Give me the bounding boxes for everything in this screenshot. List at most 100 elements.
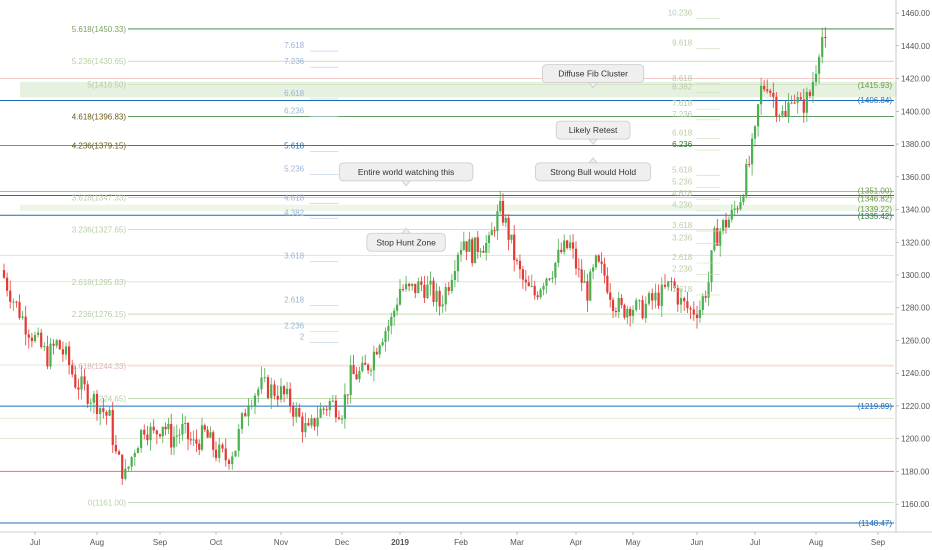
fan-label-0: 7.618 [284, 41, 305, 50]
y-tick-label-13: 1420.00 [901, 75, 930, 84]
annotation-pointer-3 [401, 180, 411, 187]
candle-body-105 [325, 409, 328, 411]
candle-body-146 [447, 287, 450, 291]
candle-body-185 [560, 249, 563, 253]
candle-body-16 [52, 343, 55, 346]
candle-body-168 [510, 234, 513, 240]
candle-body-224 [676, 288, 679, 305]
candle-body-116 [358, 371, 361, 380]
candle-body-174 [527, 282, 530, 287]
candle-body-246 [742, 196, 745, 203]
candle-body-106 [328, 401, 331, 410]
candle-body-93 [289, 388, 292, 407]
candle-body-39 [124, 468, 127, 479]
candle-body-54 [170, 423, 173, 448]
right-fan-label-9: 5.236 [672, 178, 693, 187]
candle-body-81 [250, 405, 253, 407]
fib-label-5: 3.618(1347.33) [72, 194, 127, 203]
candle-body-6 [21, 316, 24, 318]
candle-body-57 [178, 434, 181, 436]
candle-body-119 [367, 364, 370, 371]
candle-body-94 [292, 406, 295, 417]
candle-body-82 [253, 395, 257, 406]
candle-body-97 [301, 416, 304, 433]
annotation-text-0: Diffuse Fib Cluster [558, 69, 628, 79]
fib-label-7: 2.618(1295.83) [72, 278, 127, 287]
x-tick-label-13: Aug [809, 538, 823, 547]
candle-body-191 [577, 268, 580, 270]
candle-body-68 [209, 432, 212, 438]
right-fan-label-11: 4.236 [672, 201, 693, 210]
right-fan-label-5: 7.236 [672, 110, 693, 119]
candle-body-178 [539, 289, 542, 298]
candle-body-262 [790, 102, 793, 104]
candle-body-90 [279, 386, 283, 400]
candle-body-23 [74, 374, 77, 388]
candle-body-143 [438, 290, 441, 307]
candle-body-43 [136, 448, 140, 454]
candle-body-253 [763, 85, 766, 90]
candle-body-71 [218, 444, 221, 458]
x-tick-label-10: May [625, 538, 640, 547]
candle-body-74 [227, 460, 231, 465]
candle-body-111 [343, 394, 346, 419]
candle-body-145 [444, 287, 447, 305]
candle-body-30 [95, 393, 99, 414]
candle-body-85 [263, 377, 266, 379]
right-fan-label-1: 9.618 [672, 39, 693, 48]
candle-body-56 [175, 435, 178, 437]
candle-body-17 [55, 340, 58, 346]
candle-body-154 [471, 239, 474, 264]
candle-body-108 [334, 400, 337, 418]
annotation-pointer-0 [588, 82, 598, 89]
candle-body-241 [727, 219, 730, 228]
annotation-1[interactable]: Likely Retest [555, 120, 631, 145]
candle-body-180 [545, 278, 548, 286]
candle-body-32 [102, 408, 105, 412]
candle-body-27 [86, 384, 89, 404]
annotation-4[interactable]: Stop Hunt Zone [366, 227, 446, 252]
candle-body-70 [214, 449, 218, 458]
candle-body-229 [692, 309, 695, 315]
candle-body-76 [234, 450, 237, 457]
candle-body-200 [603, 263, 606, 276]
candle-body-158 [482, 250, 485, 253]
candle-body-139 [426, 284, 429, 299]
annotation-2[interactable]: Strong Bull would Hold [535, 157, 652, 182]
candle-body-95 [295, 408, 298, 417]
annotation-3[interactable]: Entire world watching this [338, 162, 474, 187]
x-tick-label-5: Dec [335, 538, 349, 547]
x-tick-label-1: Aug [90, 538, 104, 547]
chart-candles [2, 27, 827, 485]
candle-body-231 [698, 309, 701, 319]
annotation-0[interactable]: Diffuse Fib Cluster [542, 64, 645, 89]
candle-body-193 [583, 281, 586, 283]
candle-body-268 [808, 91, 811, 96]
candle-body-227 [686, 301, 689, 309]
candle-body-33 [105, 411, 108, 416]
right-price-label-1: (1406.84) [858, 96, 893, 105]
chart-annotations[interactable]: Diffuse Fib Cluster Likely Retest Strong B… [338, 64, 652, 252]
candle-body-34 [108, 409, 111, 416]
candle-body-125 [384, 331, 387, 342]
y-tick-label-2: 1200.00 [901, 435, 930, 444]
candle-body-10 [33, 334, 37, 342]
candle-body-21 [68, 346, 71, 366]
candle-body-213 [641, 300, 644, 319]
candle-body-42 [133, 453, 136, 457]
right-price-label-6: (1219.89) [858, 402, 893, 411]
chart-horizontal-lines [0, 78, 894, 524]
candle-body-263 [793, 102, 796, 104]
candle-body-48 [152, 426, 155, 431]
candle-body-171 [518, 260, 522, 270]
candle-body-199 [600, 261, 603, 264]
right-price-label-2: (1351.00) [858, 187, 893, 196]
candle-body-99 [307, 423, 310, 426]
x-tick-label-0: Jul [30, 538, 40, 547]
right-fan-label-6: 6.618 [672, 129, 693, 138]
fan-label-3: 6.236 [284, 106, 305, 115]
candle-body-226 [683, 298, 686, 302]
candle-body-207 [623, 304, 626, 318]
candle-body-126 [387, 325, 390, 332]
